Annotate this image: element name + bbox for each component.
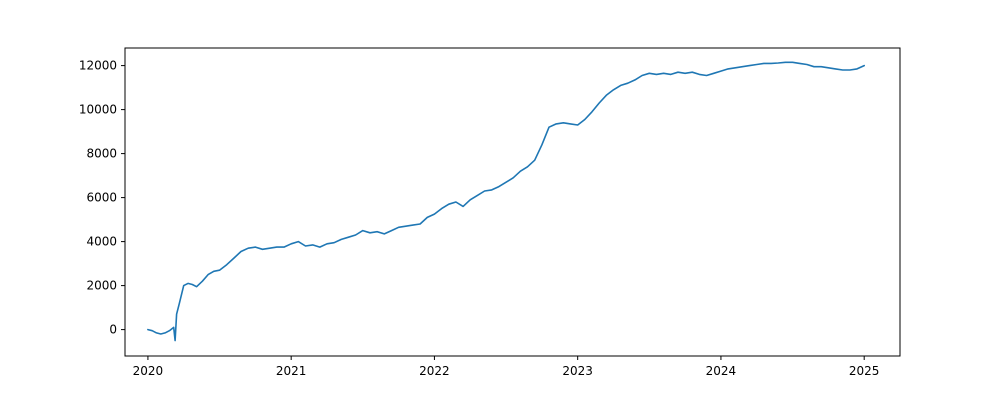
- x-tick-label: 2023: [562, 364, 593, 378]
- x-tick-label: 2025: [849, 364, 880, 378]
- x-tick-label: 2020: [133, 364, 164, 378]
- y-tick-label: 6000: [86, 191, 117, 205]
- plot-layer: [147, 61, 866, 342]
- series-line-cumulative: [147, 61, 866, 342]
- axes-frame: [124, 47, 901, 357]
- x-tick-label: 2024: [706, 364, 737, 378]
- y-tick-label: 10000: [79, 103, 117, 117]
- y-tick-label: 12000: [79, 59, 117, 73]
- y-tick-label: 0: [109, 323, 117, 337]
- x-tick-label: 2021: [276, 364, 307, 378]
- axes-layer: 2020 2021 2022 2023 2024 2025 0 2000 4000 6000 800…: [79, 47, 901, 378]
- y-tick-label: 2000: [86, 279, 117, 293]
- x-tick-label: 2022: [419, 364, 450, 378]
- y-tick-label: 4000: [86, 235, 117, 249]
- y-tick-label: 8000: [86, 147, 117, 161]
